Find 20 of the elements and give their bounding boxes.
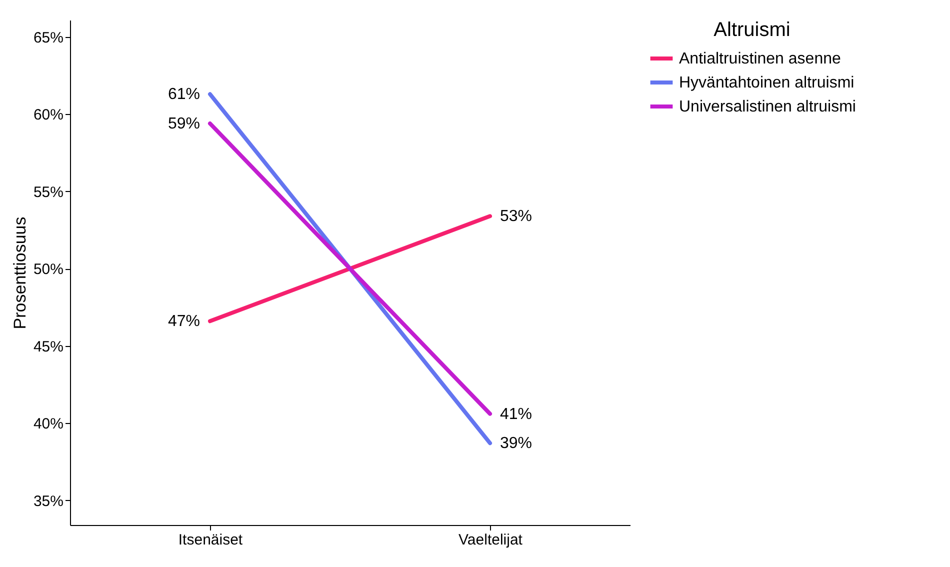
- y-tick-label: 35%: [33, 492, 64, 510]
- data-label: 41%: [500, 406, 532, 423]
- y-axis-title: Prosenttiosuus: [10, 216, 30, 330]
- legend-title: Altruismi: [714, 19, 790, 41]
- data-label: 53%: [500, 208, 532, 226]
- y-tick-label: 60%: [33, 106, 64, 124]
- data-label: 59%: [168, 115, 200, 132]
- data-label: 61%: [168, 86, 200, 104]
- y-tick-label: 55%: [33, 184, 64, 201]
- y-tick-label: 45%: [33, 338, 64, 356]
- legend-label: Hyväntahtoinen altruismi: [679, 74, 854, 92]
- data-label: 47%: [168, 313, 200, 330]
- legend-label: Universalistinen altruismi: [679, 98, 856, 116]
- y-tick-label: 40%: [33, 416, 64, 433]
- y-tick-label: 50%: [33, 261, 64, 278]
- legend-label: Antialtruistinen asenne: [679, 50, 841, 68]
- x-tick-label: Vaeltelijat: [458, 532, 524, 548]
- y-tick-label: 65%: [33, 29, 64, 46]
- x-tick-label: Itsenäiset: [178, 532, 244, 548]
- data-label: 39%: [500, 435, 532, 452]
